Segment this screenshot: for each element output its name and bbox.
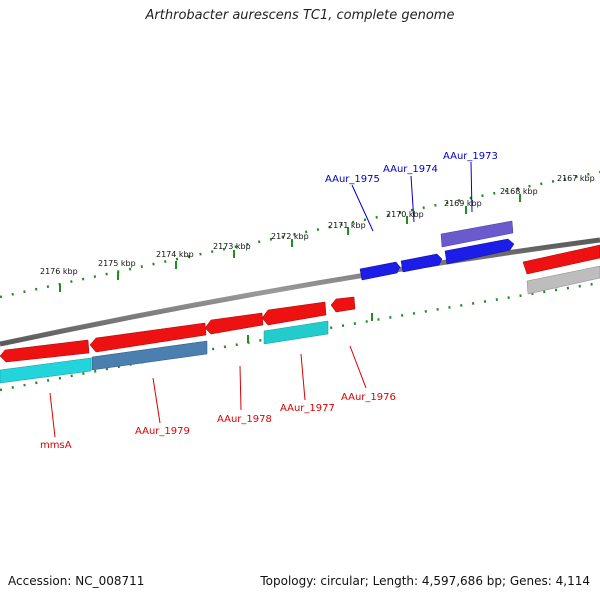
gene-arrow-aaur-1977[interactable] — [261, 301, 327, 326]
gene-arrow-aaur-1976[interactable] — [330, 296, 356, 313]
gene-label-aaur-1979: AAur_1979 — [135, 426, 190, 437]
gene-label-mmsa: mmsA — [40, 440, 72, 451]
feature-mmsa-cyan[interactable] — [0, 357, 92, 384]
reverse-label-lines — [49, 345, 367, 438]
gene-arrow-aaur-1974[interactable] — [400, 253, 443, 273]
reverse-alt-features — [0, 320, 329, 384]
right-features — [522, 244, 600, 295]
genome-backbone — [0, 237, 600, 347]
gene-label-aaur-1976: AAur_1976 — [341, 392, 396, 403]
feature-right-grey[interactable] — [526, 265, 600, 295]
gene-label-aaur-1973: AAur_1973 — [443, 151, 498, 162]
gene-label-aaur-1978: AAur_1978 — [217, 414, 272, 425]
outer-scale-ruler — [0, 170, 600, 299]
inner-scale-ruler — [0, 281, 600, 392]
reverse-labels: mmsA AAur_1979 AAur_1978 AAur_1977 AAur_… — [40, 392, 396, 451]
accession-text: Accession: NC_008711 — [8, 574, 145, 588]
gene-label-aaur-1974: AAur_1974 — [383, 164, 438, 175]
scale-label: 2169 kbp — [444, 199, 482, 208]
gene-arrow-aaur-1975[interactable] — [359, 261, 401, 281]
gene-arrow-mmsa[interactable] — [0, 339, 90, 363]
gene-label-aaur-1975: AAur_1975 — [325, 174, 380, 185]
forward-genes — [359, 220, 515, 281]
gene-arrow-aaur-1973[interactable] — [444, 238, 515, 265]
gene-arrow-aaur-1973-alt[interactable] — [440, 220, 514, 248]
scale-labels: 2176 kbp 2175 kbp 2174 kbp 2173 kbp 2172… — [40, 174, 595, 276]
scale-label: 2171 kbp — [328, 221, 366, 230]
outer-major-ticks — [59, 194, 521, 292]
reverse-genes — [0, 296, 356, 363]
feature-aaur-1979-steel[interactable] — [91, 340, 208, 371]
scale-label: 2174 kbp — [156, 250, 194, 259]
scale-label: 2167 kbp — [557, 174, 595, 183]
gene-arrow-aaur-1978[interactable] — [204, 312, 264, 335]
gene-arrow-right-red[interactable] — [522, 244, 600, 275]
scale-label: 2176 kbp — [40, 267, 78, 276]
genome-summary-text: Topology: circular; Length: 4,597,686 bp… — [260, 574, 590, 588]
scale-label: 2175 kbp — [98, 259, 136, 268]
map-title: Arthrobacter aurescens TC1, complete gen… — [145, 8, 455, 23]
scale-label: 2170 kbp — [386, 210, 424, 219]
forward-label-lines — [351, 161, 473, 232]
gene-arrow-aaur-1979[interactable] — [89, 322, 207, 353]
gene-label-aaur-1977: AAur_1977 — [280, 403, 335, 414]
scale-label: 2172 kbp — [271, 232, 309, 241]
feature-aaur-1977-cyan[interactable] — [263, 320, 329, 345]
scale-label: 2173 kbp — [213, 242, 251, 251]
forward-labels: AAur_1975 AAur_1974 AAur_1973 — [325, 151, 498, 185]
scale-label: 2168 kbp — [500, 187, 538, 196]
